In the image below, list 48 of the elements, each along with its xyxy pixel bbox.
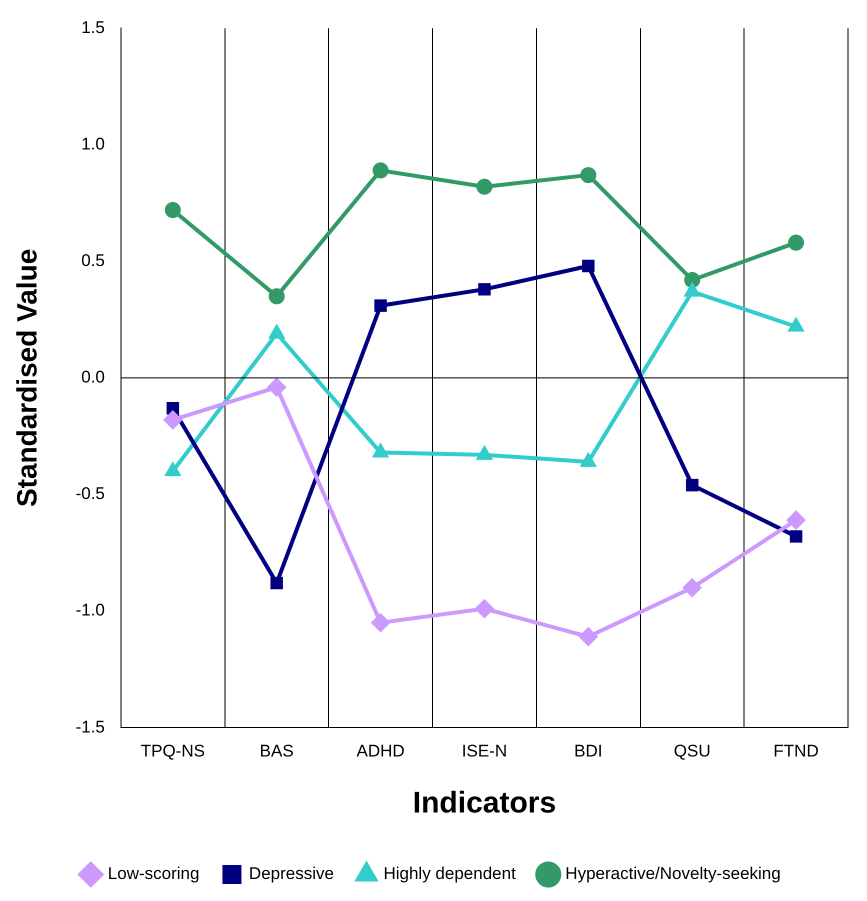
legend-label: Hyperactive/Novelty-seeking bbox=[565, 864, 781, 884]
x-tick-label: BDI bbox=[574, 741, 602, 760]
legend-label: Highly dependent bbox=[383, 864, 516, 884]
y-tick-label: 1.5 bbox=[81, 18, 105, 37]
x-tick-label: ISE-N bbox=[462, 741, 508, 760]
point bbox=[790, 530, 802, 543]
point bbox=[686, 478, 698, 492]
y-tick-label: -1.5 bbox=[76, 717, 105, 736]
point bbox=[787, 511, 806, 530]
point bbox=[478, 283, 491, 296]
point bbox=[373, 444, 388, 458]
point bbox=[372, 614, 390, 632]
point bbox=[581, 454, 596, 467]
point bbox=[788, 234, 804, 251]
point bbox=[270, 576, 283, 590]
point bbox=[166, 463, 180, 476]
y-axis-title: Standardised Value bbox=[12, 248, 43, 508]
point bbox=[788, 318, 804, 332]
point bbox=[164, 410, 182, 429]
point bbox=[580, 167, 596, 184]
legend-label: Low-scoring bbox=[108, 864, 200, 884]
x-axis-title: Indicators bbox=[412, 786, 556, 820]
point bbox=[582, 260, 595, 272]
point bbox=[477, 446, 492, 460]
point bbox=[684, 284, 700, 297]
x-tick-label: FTND bbox=[773, 741, 819, 760]
y-tick-label: 0.0 bbox=[81, 368, 105, 387]
point bbox=[476, 178, 492, 195]
x-tick-label: TPQ-NS bbox=[140, 741, 205, 760]
x-tick-label: ADHD bbox=[356, 741, 405, 760]
point bbox=[270, 326, 284, 339]
point bbox=[374, 299, 387, 312]
point bbox=[268, 288, 285, 304]
y-tick-label: -1.0 bbox=[76, 600, 105, 620]
y-tick-label: -0.5 bbox=[76, 484, 105, 504]
point bbox=[372, 162, 389, 178]
point bbox=[683, 578, 702, 597]
point bbox=[579, 628, 598, 646]
y-tick-label: 1.0 bbox=[81, 134, 105, 154]
x-tick-label: QSU bbox=[674, 741, 711, 760]
y-tick-label: 0.5 bbox=[81, 251, 105, 270]
legend-label: Depressive bbox=[248, 864, 334, 884]
point bbox=[684, 272, 700, 288]
point bbox=[475, 600, 494, 618]
point bbox=[164, 202, 181, 218]
point bbox=[268, 378, 286, 396]
point bbox=[166, 402, 180, 414]
x-tick-label: BAS bbox=[260, 741, 294, 760]
